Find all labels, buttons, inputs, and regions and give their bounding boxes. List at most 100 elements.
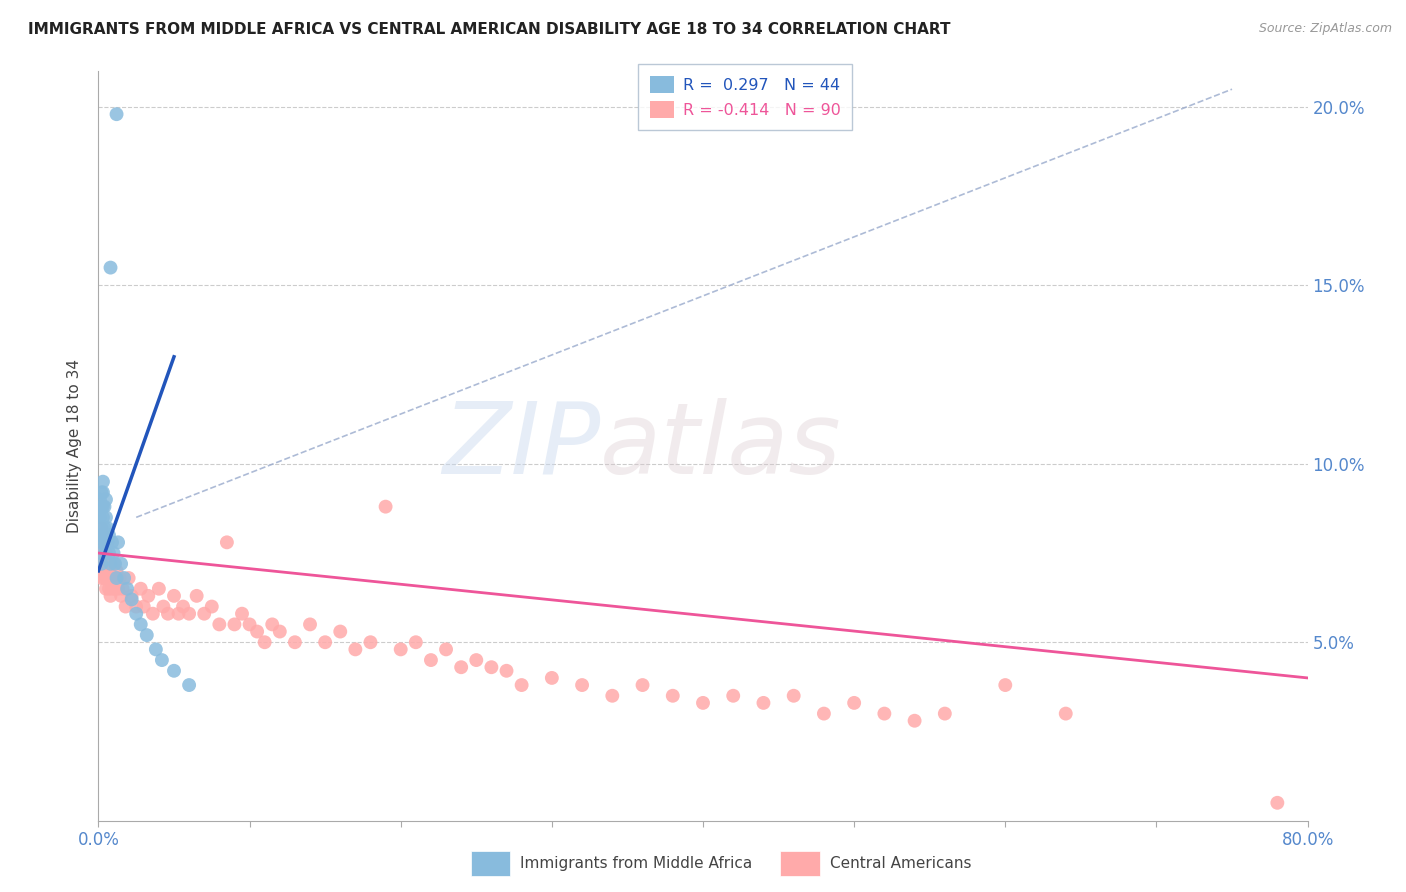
Point (89, 492, 111, 507)
Point (813, 706, 835, 721)
Point (94, 564, 117, 578)
Point (110, 589, 132, 603)
Point (94, 492, 117, 507)
Point (465, 653, 488, 667)
Point (172, 599, 194, 614)
Point (112, 571, 135, 585)
Point (98, 546, 121, 560)
Point (96, 571, 118, 585)
Point (94, 528, 117, 542)
Point (844, 696, 866, 710)
Point (148, 582, 170, 596)
Point (224, 617, 246, 632)
Point (91, 475, 114, 489)
Point (100, 557, 122, 571)
Point (661, 689, 683, 703)
Legend: R =  0.297   N = 44, R = -0.414   N = 90: R = 0.297 N = 44, R = -0.414 N = 90 (638, 64, 852, 129)
Point (752, 696, 775, 710)
Point (90, 557, 112, 571)
Point (723, 689, 745, 703)
Point (90, 571, 112, 585)
Point (179, 607, 201, 621)
Point (125, 607, 148, 621)
Point (93, 557, 115, 571)
Point (450, 660, 472, 674)
Point (100, 571, 122, 585)
Point (129, 582, 152, 596)
Point (129, 617, 152, 632)
Point (108, 571, 131, 585)
Point (94, 510, 117, 524)
Point (96, 535, 118, 549)
Point (100, 589, 122, 603)
Text: atlas: atlas (600, 398, 842, 494)
Point (262, 617, 284, 632)
Point (215, 535, 238, 549)
Point (150, 653, 173, 667)
Point (602, 689, 624, 703)
Text: ZIP: ZIP (441, 398, 600, 494)
Point (239, 617, 262, 632)
Point (314, 635, 336, 649)
FancyBboxPatch shape (471, 851, 510, 876)
Point (510, 678, 533, 692)
Point (105, 107, 128, 121)
Point (89, 528, 111, 542)
Text: IMMIGRANTS FROM MIDDLE AFRICA VS CENTRAL AMERICAN DISABILITY AGE 18 TO 34 CORREL: IMMIGRANTS FROM MIDDLE AFRICA VS CENTRAL… (28, 22, 950, 37)
Point (246, 624, 269, 639)
Point (420, 653, 443, 667)
Point (105, 571, 128, 585)
Point (103, 546, 125, 560)
Point (269, 624, 291, 639)
Point (571, 678, 593, 692)
Point (284, 635, 307, 649)
Point (299, 617, 322, 632)
Point (434, 642, 457, 657)
Point (631, 678, 654, 692)
Point (121, 592, 143, 607)
Point (145, 642, 167, 657)
Point (91, 528, 114, 542)
Point (89, 528, 111, 542)
Point (783, 689, 806, 703)
Point (481, 660, 503, 674)
Point (360, 635, 382, 649)
Point (374, 500, 396, 514)
Point (93, 535, 115, 549)
Point (163, 589, 186, 603)
Text: Source: ZipAtlas.com: Source: ZipAtlas.com (1258, 22, 1392, 36)
FancyBboxPatch shape (780, 851, 820, 876)
Point (179, 678, 201, 692)
Point (389, 642, 412, 657)
Point (93, 521, 115, 535)
Point (253, 635, 276, 649)
Point (90, 485, 112, 500)
Point (91, 546, 114, 560)
Point (107, 535, 129, 549)
Point (105, 564, 128, 578)
Point (904, 714, 927, 728)
Point (193, 607, 215, 621)
Point (163, 664, 186, 678)
Point (142, 607, 165, 621)
Point (90, 500, 112, 514)
Point (98, 582, 121, 596)
Point (91, 528, 114, 542)
Point (94, 582, 117, 596)
Point (692, 696, 714, 710)
Point (90, 521, 112, 535)
Point (114, 599, 136, 614)
Point (132, 599, 155, 614)
Point (94, 546, 117, 560)
Point (1054, 706, 1077, 721)
Point (89, 557, 111, 571)
Point (90, 535, 112, 549)
Point (93, 535, 115, 549)
Point (91, 485, 114, 500)
Point (91, 500, 114, 514)
Point (90, 535, 112, 549)
Point (96, 557, 118, 571)
Point (121, 589, 143, 603)
Point (156, 607, 179, 621)
Point (98, 564, 121, 578)
